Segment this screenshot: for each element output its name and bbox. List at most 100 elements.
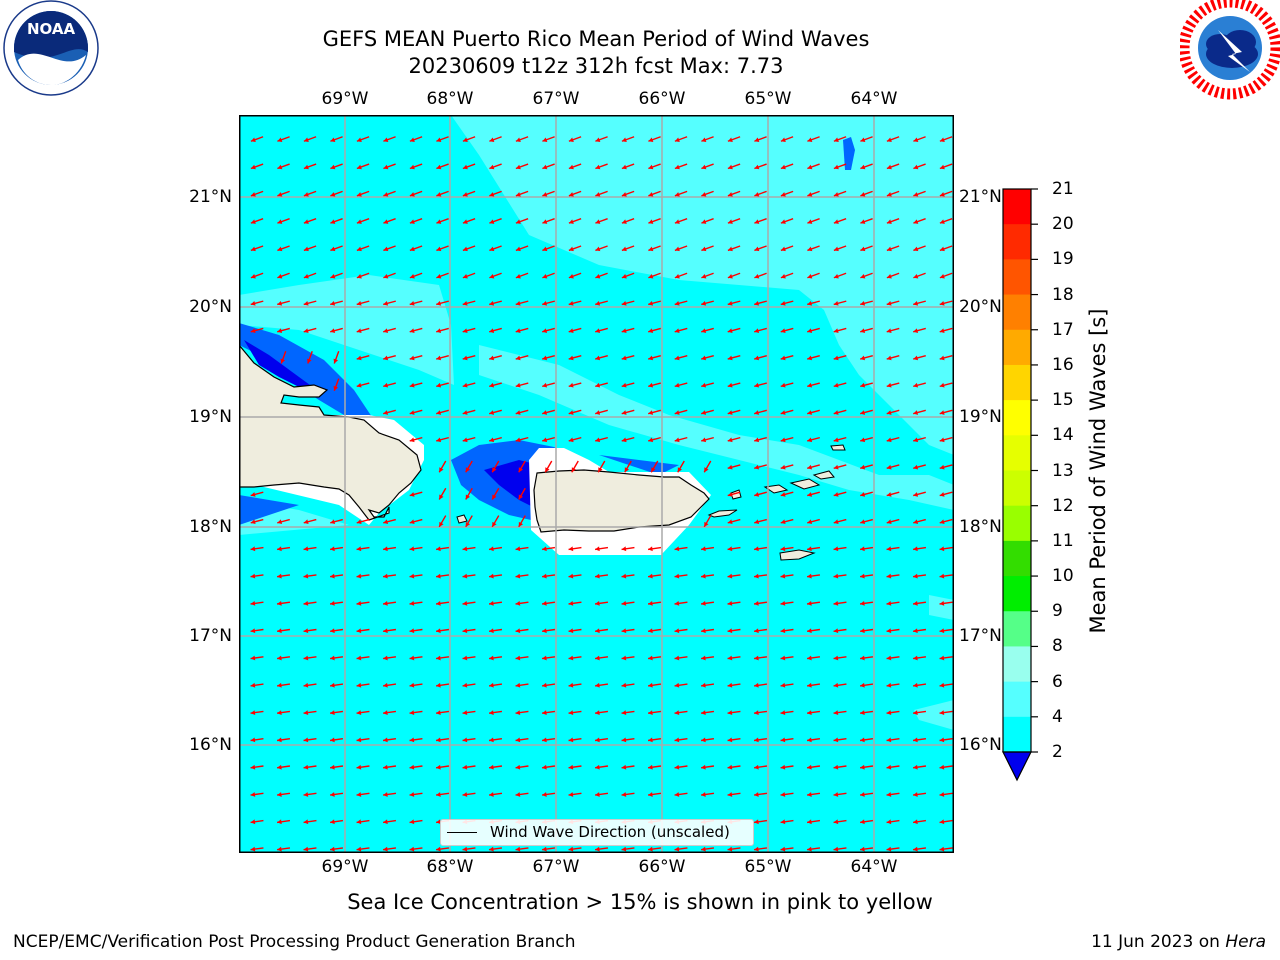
wind-arrow-head xyxy=(330,273,336,279)
wind-arrow-head xyxy=(542,601,547,606)
wind-arrow-head xyxy=(250,792,256,797)
wind-arrow-head xyxy=(515,573,521,579)
wind-arrow-head xyxy=(860,410,866,415)
wind-arrow-head xyxy=(409,219,415,224)
wind-arrow-head xyxy=(833,410,839,415)
wind-arrow-head xyxy=(542,219,548,224)
wind-arrow-head xyxy=(621,437,627,443)
wind-arrow-head xyxy=(860,219,866,224)
wind-arrow-head xyxy=(886,164,892,170)
wind-arrow-head xyxy=(621,137,627,142)
wind-arrow-head xyxy=(939,846,945,852)
colorbar-cell xyxy=(1003,435,1031,471)
wind-arrow-head xyxy=(439,521,444,527)
wind-arrow-head xyxy=(886,792,892,797)
wind-arrow-head xyxy=(807,382,813,388)
wind-arrow-head xyxy=(727,437,733,443)
wind-arrow-head xyxy=(250,492,256,497)
wind-arrow-head xyxy=(409,846,415,852)
wind-arrow-head xyxy=(754,628,759,634)
wind-arrow-head xyxy=(833,382,839,388)
wind-arrow-head xyxy=(518,494,524,500)
wind-arrow-head xyxy=(356,710,362,715)
wind-arrow-head xyxy=(913,355,919,361)
wind-arrow-head xyxy=(489,355,495,361)
wind-arrow-head xyxy=(515,846,521,852)
colorbar-cell xyxy=(1003,505,1031,542)
wind-arrow-head xyxy=(860,246,866,252)
sea-ice-note: Sea Ice Concentration > 15% is shown in … xyxy=(347,890,933,914)
wind-arrow-head xyxy=(621,328,627,333)
wind-arrow-head xyxy=(545,467,550,473)
wind-arrow-head xyxy=(780,410,786,415)
wind-arrow-head xyxy=(886,410,892,415)
wind-arrow-head xyxy=(303,246,309,252)
wind-arrow-head xyxy=(674,246,680,252)
map-legend: Wind Wave Direction (unscaled) xyxy=(440,819,754,846)
wind-arrow-head xyxy=(462,846,468,852)
colorbar-label: Mean Period of Wind Waves [s] xyxy=(1086,308,1110,634)
wind-arrow-head xyxy=(356,519,362,525)
wind-arrow-head xyxy=(356,846,362,852)
wind-arrow-head xyxy=(727,464,733,470)
mona-island xyxy=(456,514,468,524)
wind-arrow-head xyxy=(383,219,389,224)
wind-arrow-head xyxy=(833,601,839,606)
wind-arrow-head xyxy=(330,764,335,770)
lat-label-left: 17°N xyxy=(189,626,232,646)
wind-arrow-head xyxy=(727,492,733,497)
wind-arrow-head xyxy=(542,764,547,770)
wind-arrow-head xyxy=(303,628,309,634)
wind-arrow-head xyxy=(674,601,680,606)
wind-arrow-head xyxy=(833,273,839,279)
map-panel[interactable] xyxy=(239,115,954,853)
wind-arrow-head xyxy=(648,137,654,142)
wind-arrow-head xyxy=(409,355,415,361)
wind-arrow-head xyxy=(250,628,256,634)
wind-arrow-head xyxy=(648,382,654,388)
wind-arrow-head xyxy=(780,628,786,634)
wind-arrow-head xyxy=(568,655,574,661)
wind-arrow-head xyxy=(595,601,600,606)
wind-arrow-head xyxy=(780,164,786,170)
wind-arrow-head xyxy=(595,710,600,715)
wind-arrow-head xyxy=(674,192,680,197)
wind-arrow-head xyxy=(807,137,813,142)
wind-arrow-head xyxy=(568,764,574,770)
wind-arrow-head xyxy=(409,546,415,552)
wind-arrow-head xyxy=(754,819,759,825)
wind-arrow-head xyxy=(939,628,945,634)
wind-arrow-head xyxy=(727,764,733,770)
wind-arrow-head xyxy=(595,792,600,797)
wind-arrow-head xyxy=(807,573,812,579)
wind-arrow-head xyxy=(860,192,866,197)
wind-arrow-head xyxy=(648,246,654,252)
wind-arrow-head xyxy=(568,137,574,142)
wind-arrow-head xyxy=(595,219,601,224)
wind-arrow-head xyxy=(383,519,389,525)
wind-arrow-head xyxy=(462,628,468,634)
wind-arrow-head xyxy=(780,301,786,306)
wind-arrow-head xyxy=(409,573,415,579)
wind-arrow-head xyxy=(833,301,839,306)
wind-arrow-head xyxy=(383,301,389,306)
wind-arrow-head xyxy=(886,464,892,470)
wind-arrow-head xyxy=(568,792,574,797)
wind-arrow-head xyxy=(939,464,945,470)
wind-arrow-head xyxy=(303,219,309,224)
lon-label-top: 69°W xyxy=(321,89,369,109)
wind-arrow-head xyxy=(833,655,839,661)
wind-arrow-head xyxy=(330,682,335,688)
wind-arrow-head xyxy=(356,819,362,825)
wind-arrow-head xyxy=(727,655,733,661)
wind-arrow-head xyxy=(860,764,865,770)
wind-arrow-head xyxy=(542,846,547,852)
wind-arrow-head xyxy=(303,164,309,170)
wind-arrow-head xyxy=(727,710,733,715)
wind-arrow-head xyxy=(780,382,786,388)
wind-arrow-head xyxy=(542,246,548,252)
wind-arrow-head xyxy=(250,737,256,743)
wind-arrow-head xyxy=(568,273,574,279)
wind-arrow-head xyxy=(515,410,521,415)
wind-arrow-head xyxy=(436,655,441,661)
